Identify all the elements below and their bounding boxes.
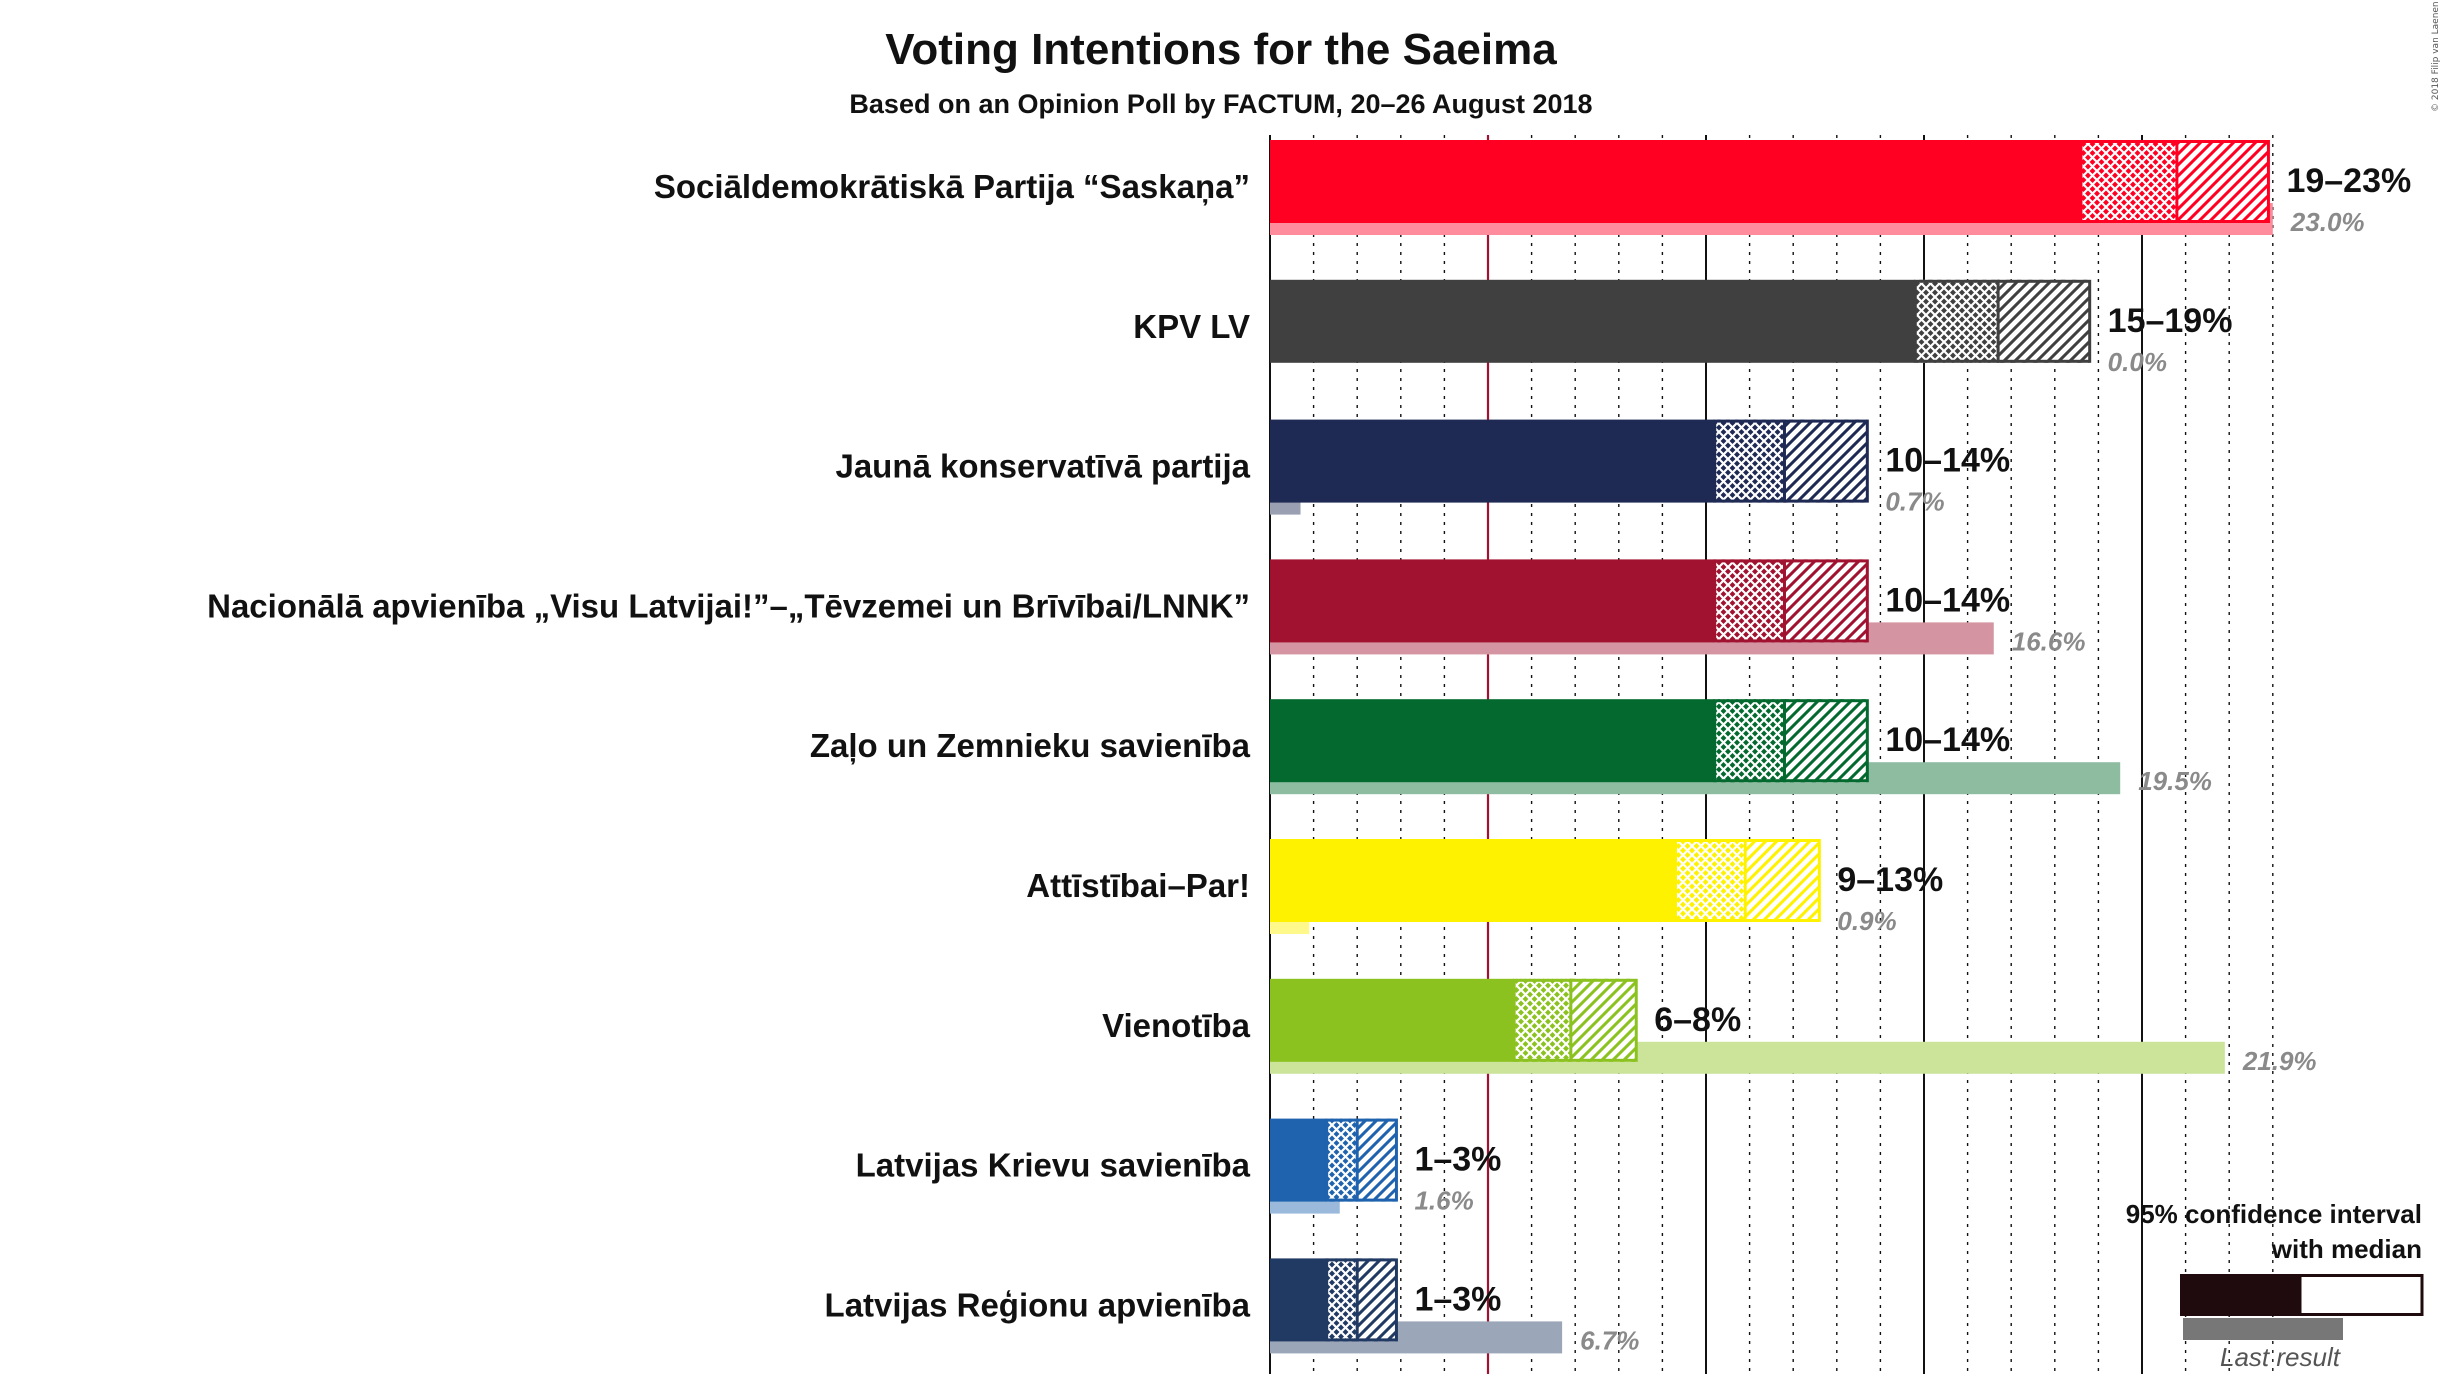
legend-ci-lower xyxy=(2300,1274,2382,1316)
ci-upper-segment xyxy=(1998,279,2090,363)
legend-ci-label-2: with median xyxy=(2271,1234,2422,1264)
party-row xyxy=(1270,839,1821,934)
ci-upper-segment xyxy=(1357,1258,1397,1342)
solid-bar xyxy=(1270,839,1676,922)
last-result-label: 19.5% xyxy=(2138,766,2212,796)
ci-lower-segment xyxy=(1326,1258,1358,1342)
legend-ci-outline xyxy=(2298,1274,2424,1316)
party-bars xyxy=(1270,140,2273,1354)
solid-bar xyxy=(1270,1118,1327,1202)
ci-lower-segment xyxy=(1714,699,1785,783)
solid-bar xyxy=(1270,699,1715,783)
solid-bar xyxy=(1270,1258,1327,1342)
ci-outline xyxy=(1713,419,1869,503)
chart-title: Voting Intentions for the Saeima xyxy=(885,25,1557,74)
range-label: 6–8% xyxy=(1654,1001,1741,1039)
range-label: 9–13% xyxy=(1837,861,1943,899)
ci-lower-segment xyxy=(1514,978,1571,1062)
party-row xyxy=(1270,699,2121,795)
range-label: 1–3% xyxy=(1414,1280,1501,1318)
solid-bar xyxy=(1270,419,1715,503)
ci-outline xyxy=(1713,699,1869,783)
last-result-label: 1.6% xyxy=(1414,1186,1473,1216)
party-row xyxy=(1270,1258,1563,1354)
party-row xyxy=(1270,419,1869,515)
legend: 95% confidence interval with median Last… xyxy=(2126,1199,2424,1372)
party-row xyxy=(1270,279,2092,363)
solid-bar xyxy=(1270,559,1715,643)
party-name-label: Latvijas Krievu savienība xyxy=(856,1147,1251,1184)
last-result-label: 0.9% xyxy=(1837,906,1896,936)
ci-lower-segment xyxy=(1714,559,1785,643)
range-label: 15–19% xyxy=(2108,302,2233,340)
ci-lower-segment xyxy=(1714,419,1785,503)
ci-upper-segment xyxy=(1570,978,1637,1062)
ci-upper-segment xyxy=(1357,1118,1397,1202)
party-row xyxy=(1270,978,2225,1074)
legend-ci-upper xyxy=(2382,1274,2422,1316)
ci-outline xyxy=(1913,279,2092,363)
last-result-label: 21.9% xyxy=(2242,1046,2317,1076)
copyright-note: © 2018 Filip van Laenen xyxy=(2431,1,2441,112)
ci-lower-segment xyxy=(2080,140,2177,223)
ci-upper-segment xyxy=(1784,699,1868,783)
ci-outline xyxy=(2079,140,2270,223)
range-label: 10–14% xyxy=(1885,442,2010,480)
ci-lower-segment xyxy=(1675,839,1746,922)
party-row xyxy=(1270,140,2273,235)
ci-upper-segment xyxy=(1784,419,1868,503)
party-row xyxy=(1270,559,1994,655)
range-label: 10–14% xyxy=(1885,721,2010,759)
legend-ci-label-1: 95% confidence interval xyxy=(2126,1199,2422,1229)
ci-lower-segment xyxy=(1915,279,1999,363)
chart-subtitle: Based on an Opinion Poll by FACTUM, 20–2… xyxy=(849,89,1592,119)
ci-outline xyxy=(1713,559,1869,643)
party-name-label: Jaunā konservatīvā partija xyxy=(835,448,1250,485)
party-name-label: Sociāldemokrātiskā Partija “Saskaņa” xyxy=(654,168,1250,205)
last-result-label: 0.0% xyxy=(2108,347,2167,377)
last-result-label: 23.0% xyxy=(2290,207,2365,237)
party-name-label: Zaļo un Zemnieku savienība xyxy=(810,727,1251,764)
legend-last-result-bar xyxy=(2183,1318,2343,1340)
party-row xyxy=(1270,1118,1398,1214)
party-name-label: Attīstībai–Par! xyxy=(1026,867,1250,904)
party-labels: Sociāldemokrātiskā Partija “Saskaņa” 19–2… xyxy=(207,162,2411,1355)
ci-outline xyxy=(1325,1118,1398,1202)
legend-solid-bar xyxy=(2180,1274,2300,1316)
party-name-label: Nacionālā apvienība „Visu Latvijai!”–„Tē… xyxy=(207,587,1250,624)
solid-bar xyxy=(1270,978,1515,1062)
range-label: 1–3% xyxy=(1414,1141,1501,1179)
ci-outline xyxy=(1673,839,1821,922)
ci-outline xyxy=(1512,978,1638,1062)
last-result-label: 16.6% xyxy=(2012,626,2086,656)
party-name-label: Vienotība xyxy=(1102,1007,1251,1044)
range-label: 19–23% xyxy=(2286,162,2411,200)
party-name-label: KPV LV xyxy=(1133,308,1250,345)
ci-lower-segment xyxy=(1326,1118,1358,1202)
range-label: 10–14% xyxy=(1885,581,2010,619)
party-name-label: Latvijas Reģionu apvienība xyxy=(825,1286,1251,1323)
last-result-label: 0.7% xyxy=(1885,487,1944,517)
solid-bar xyxy=(1270,279,1916,363)
ci-upper-segment xyxy=(2176,140,2269,223)
last-result-label: 6.7% xyxy=(1580,1325,1639,1355)
ci-outline xyxy=(1325,1258,1398,1342)
legend-last-result-label: Last result xyxy=(2220,1342,2342,1372)
ci-upper-segment xyxy=(1745,839,1820,922)
ci-upper-segment xyxy=(1784,559,1868,643)
solid-bar xyxy=(1270,140,2081,223)
